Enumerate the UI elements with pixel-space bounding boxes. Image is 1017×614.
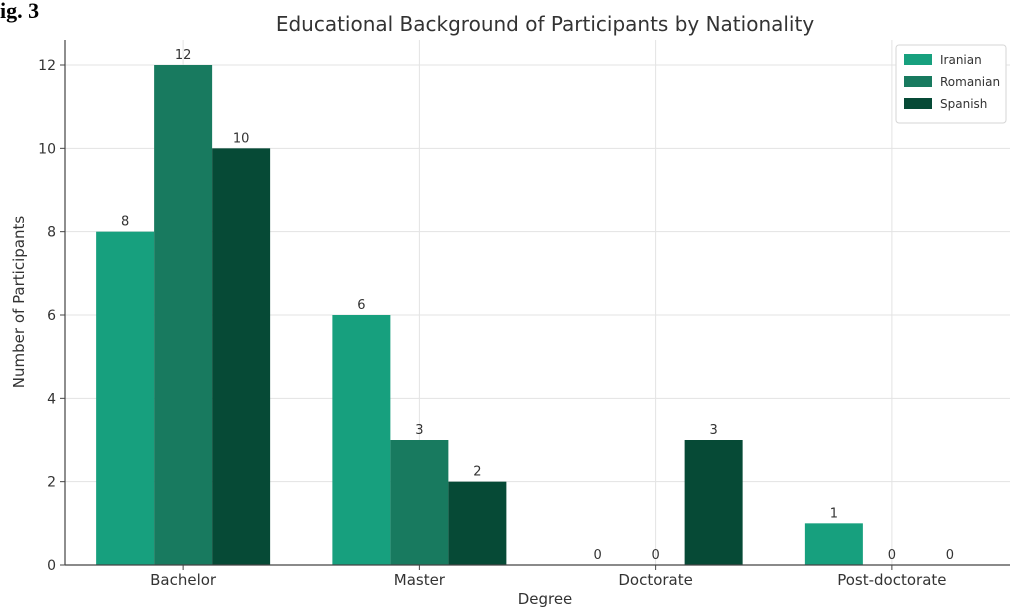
bar-value-label: 8 — [121, 215, 129, 230]
legend: Iranian Romanian Spanish — [895, 44, 1007, 124]
bar-value-label: 1 — [830, 506, 838, 521]
x-tick-label: Bachelor — [150, 571, 217, 589]
bar-value-label: 6 — [357, 298, 365, 313]
bar — [332, 315, 391, 565]
x-axis-label: Degree — [518, 590, 573, 608]
legend-label: Iranian — [940, 53, 982, 67]
bar — [212, 148, 271, 566]
bar-value-label: 3 — [709, 423, 717, 438]
bar-value-label: 0 — [946, 548, 954, 563]
y-tick-label: 4 — [47, 391, 56, 407]
bar-value-label: 0 — [888, 548, 896, 563]
bars-group — [96, 65, 863, 566]
bar — [448, 481, 507, 565]
y-tick-label: 8 — [47, 225, 56, 241]
bar-value-label: 2 — [473, 465, 481, 480]
bar — [96, 231, 155, 565]
x-tick-label: Master — [394, 571, 446, 589]
bar — [390, 440, 449, 565]
legend-swatch — [904, 98, 932, 109]
y-tick-label: 2 — [47, 475, 56, 491]
legend-label: Spanish — [940, 97, 987, 111]
figure-label: ig. 3 — [0, 0, 40, 23]
legend-swatch — [904, 54, 932, 65]
bar-value-label: 0 — [651, 548, 659, 563]
y-tick-label: 6 — [47, 308, 56, 324]
bar — [804, 523, 863, 565]
y-tick-label: 12 — [38, 58, 56, 74]
bar — [154, 65, 213, 565]
legend-label: Romanian — [940, 75, 1000, 89]
y-tick-label: 0 — [47, 558, 56, 574]
bar-value-label: 12 — [175, 48, 192, 63]
bar-value-label: 10 — [233, 131, 250, 146]
x-tick-label: Doctorate — [618, 571, 693, 589]
bar — [684, 440, 743, 565]
data-labels-group: 8 6 0 1 12 3 0 0 10 2 3 0 — [121, 48, 954, 563]
x-tick-label: Post-doctorate — [837, 571, 946, 589]
bar-value-label: 3 — [415, 423, 423, 438]
y-axis-label: Number of Participants — [10, 216, 28, 389]
chart-title: Educational Background of Participants b… — [276, 12, 815, 36]
y-tick-label: 10 — [38, 141, 56, 157]
bar-value-label: 0 — [593, 548, 601, 563]
legend-swatch — [904, 76, 932, 87]
